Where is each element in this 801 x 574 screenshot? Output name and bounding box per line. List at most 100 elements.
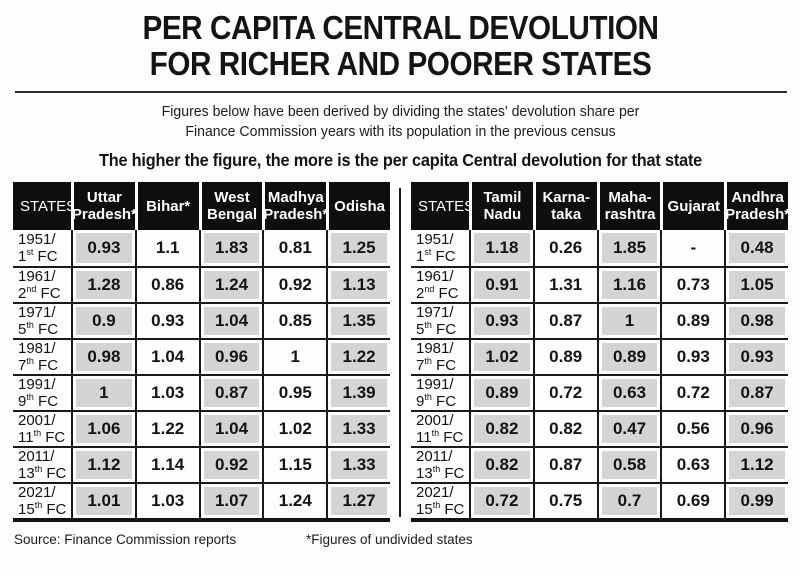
data-cell-value: 1.02: [278, 419, 312, 438]
data-cell-value: 0.82: [474, 415, 530, 443]
data-cell-value: 0.85: [278, 311, 312, 330]
data-cell: 1.02: [262, 410, 327, 446]
title-divider: [15, 91, 787, 93]
data-cell: 0.75: [532, 482, 597, 518]
data-cell-value: 0.81: [278, 238, 312, 257]
data-cell-value: 0.96: [729, 415, 785, 443]
data-cell: 0.72: [660, 374, 725, 410]
data-cell-value: 0.99: [729, 487, 785, 515]
data-cell: 0.98: [71, 338, 135, 374]
row-label-year-fc: 2011/13th FC: [13, 446, 71, 482]
table-body: 1951/1st FC 1.18 0.26 1.85-0.48 1961/2nd FC 0…: [411, 230, 788, 522]
data-cell: 0.96: [198, 338, 263, 374]
data-cell: 1.03: [134, 374, 199, 410]
data-cell: 0.93: [660, 338, 725, 374]
data-cell-value: 0.69: [676, 491, 710, 510]
data-cell: 1.02: [469, 338, 533, 374]
data-cell-value: 1.39: [331, 379, 387, 407]
data-cell: 1.16: [596, 266, 661, 302]
data-cell-value: 1.04: [203, 415, 260, 443]
data-cell: 1.12: [724, 446, 788, 482]
table-body: 1951/1st FC 0.93 1.1 1.83 0.81 1.25 1961/2nd F…: [13, 230, 390, 522]
data-cell-value: 1.03: [151, 383, 185, 402]
data-cell-value: 0.7: [601, 487, 658, 515]
row-label-year-fc: 1981/7th FC: [411, 338, 469, 374]
data-cell-value: 1.22: [151, 419, 185, 438]
data-cell-value: 0.48: [729, 233, 785, 263]
data-cell-value: 1.22: [331, 343, 387, 371]
data-cell-value: 0.96: [203, 343, 260, 371]
column-header-states: STATES: [13, 182, 71, 230]
data-cell: 1: [596, 302, 661, 338]
data-cell: 1.13: [326, 266, 390, 302]
data-cell-value: 0.72: [474, 487, 530, 515]
data-cell: 0.73: [660, 266, 725, 302]
data-cell-value: 0.72: [549, 383, 583, 402]
row-label-year-fc: 1981/7th FC: [13, 338, 71, 374]
data-cell: 1.04: [198, 302, 263, 338]
data-cell: 0.96: [724, 410, 788, 446]
data-cell-value: 1.14: [151, 455, 185, 474]
data-cell: 1.05: [724, 266, 788, 302]
data-cell: 0.93: [71, 230, 135, 266]
data-cell-value: 1.85: [601, 233, 658, 263]
data-cell: 0.93: [469, 302, 533, 338]
data-cell-value: 1.12: [76, 451, 132, 479]
data-cell: 1.28: [71, 266, 135, 302]
data-cell-value: 1.12: [729, 451, 785, 479]
data-cell-value: 1.15: [278, 455, 312, 474]
table-header-row: STATES Tamil Nadu Karna- taka Maha- rashtra…: [411, 182, 788, 230]
row-label-year-fc: 1971/5th FC: [411, 302, 469, 338]
data-cell: 1.85: [596, 230, 661, 266]
row-label-year-fc: 2021/15th FC: [13, 482, 71, 518]
data-cell-value: 0.87: [549, 455, 583, 474]
data-cell-value: 1.83: [203, 233, 260, 263]
data-cell: 0.87: [532, 446, 597, 482]
data-cell: 1: [262, 338, 327, 374]
data-cell-value: 0.87: [203, 379, 260, 407]
data-cell: 0.63: [660, 446, 725, 482]
data-cell-value: -: [690, 238, 697, 257]
data-cell: 0.89: [660, 302, 725, 338]
column-header-state: Tamil Nadu: [469, 182, 533, 230]
column-header-state: Maha- rashtra: [596, 182, 661, 230]
data-cell: -: [660, 230, 724, 266]
row-label-year-fc: 1961/2nd FC: [13, 266, 71, 302]
data-cell: 0.89: [532, 338, 597, 374]
data-cell: 1.27: [326, 482, 390, 518]
column-header-state: Gujarat: [660, 182, 725, 230]
data-cell-value: 1: [601, 307, 658, 335]
data-cell-value: 1.13: [331, 271, 387, 299]
column-header-state: Karna- taka: [532, 182, 597, 230]
data-cell: 1.18: [469, 230, 533, 266]
data-cell: 0.99: [724, 482, 788, 518]
data-cell-value: 1.05: [729, 271, 785, 299]
data-cell: 0.58: [596, 446, 661, 482]
row-label-year-fc: 2011/13th FC: [411, 446, 469, 482]
data-cell: 0.72: [469, 482, 533, 518]
data-cell-value: 0.9: [76, 307, 132, 335]
data-cell: 0.82: [532, 410, 597, 446]
data-cell-value: 0.93: [676, 347, 710, 366]
data-cell-value: 0.63: [601, 379, 658, 407]
column-header-state: Uttar Pradesh*: [71, 182, 135, 230]
data-cell: 1.01: [71, 482, 135, 518]
data-cell-value: 0.87: [549, 311, 583, 330]
data-cell-value: 0.63: [676, 455, 710, 474]
data-cell: 1.04: [134, 338, 199, 374]
data-cell: 1.03: [134, 482, 199, 518]
column-header-state: West Bengal: [198, 182, 263, 230]
data-cell: 0.56: [660, 410, 725, 446]
data-cell: 1.25: [326, 230, 390, 266]
data-cell: 1.1: [134, 230, 199, 266]
data-cell-value: 0.93: [729, 343, 785, 371]
data-cell: 1.31: [532, 266, 597, 302]
data-cell-value: 0.92: [278, 275, 312, 294]
data-cell-value: 1.27: [331, 487, 387, 515]
data-cell-value: 1.1: [155, 238, 180, 257]
data-cell-value: 0.93: [474, 307, 530, 335]
data-cell: 1.06: [71, 410, 135, 446]
data-cell-value: 0.95: [278, 383, 312, 402]
data-cell: 0.86: [134, 266, 199, 302]
